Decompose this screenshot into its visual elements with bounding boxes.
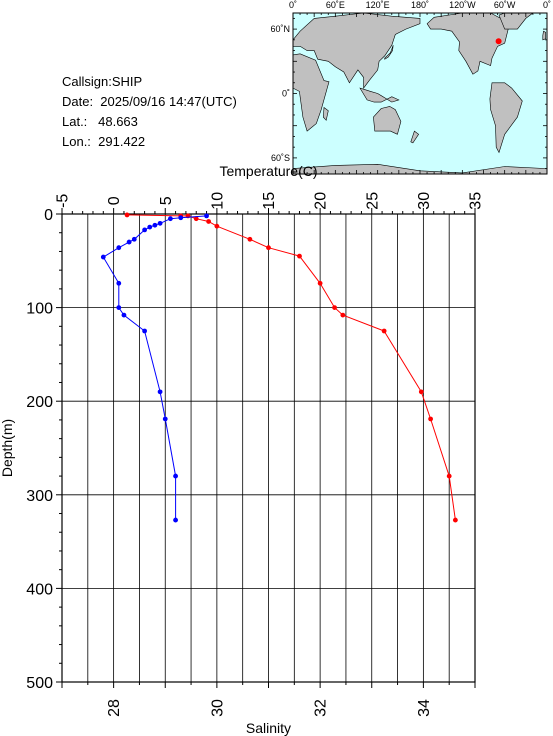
top-axis-tick-label: 35 [468, 192, 485, 210]
top-axis-title: Temperature(C) [219, 163, 317, 179]
landmass-shape [489, 82, 523, 154]
bottom-axis-title: Salinity [246, 720, 291, 736]
temperature-point [381, 328, 387, 334]
map-lon-label: 180˚ [411, 0, 429, 10]
salinity-point [131, 236, 137, 242]
left-axis-tick-label: 300 [26, 488, 53, 505]
salinity-point [152, 222, 158, 228]
callsign-text: Callsign:SHIP [62, 74, 143, 89]
temperature-point [452, 517, 458, 523]
map-lon-label: 60˚W [494, 0, 516, 10]
salinity-point [173, 473, 178, 479]
temperature-point [428, 416, 434, 422]
top-axis-tick-label: 15 [261, 192, 278, 210]
salinity-point [142, 227, 148, 233]
temperature-point [247, 236, 253, 242]
left-axis-tick-label: 0 [44, 207, 53, 224]
landmass-shape [322, 106, 329, 121]
salinity-point [142, 328, 148, 334]
top-axis-tick-label: 20 [313, 192, 330, 210]
landmass-shape [542, 30, 546, 41]
bottom-axis-ticks [61, 682, 476, 688]
top-axis-tick-label: 5 [158, 196, 175, 205]
temperature-point [297, 253, 302, 259]
latitude-text: Lat.: 48.663 [62, 114, 138, 129]
landmass-shape [292, 53, 330, 132]
temperature-point [418, 389, 424, 395]
map-lat-label: 0˚ [282, 89, 290, 99]
left-axis-title: Depth(m) [0, 419, 15, 477]
salinity-point [147, 224, 153, 230]
left-axis-tick-label: 200 [26, 394, 53, 411]
salinity-point [121, 312, 127, 318]
bottom-axis-tick-label: 32 [313, 699, 330, 717]
salinity-point [116, 305, 122, 310]
top-axis-tick-label: 30 [416, 192, 433, 210]
chart-grid [61, 213, 476, 683]
map-lat-label: 60˚S [271, 153, 290, 163]
temperature-point [124, 212, 130, 218]
bottom-axis-tick-label: 30 [209, 699, 226, 717]
salinity-point [100, 254, 106, 260]
landmass-shape [410, 130, 420, 144]
map-land [292, 12, 548, 175]
left-axis-tick-label: 400 [26, 581, 53, 598]
temperature-point [206, 219, 212, 224]
salinity-point [126, 239, 132, 245]
temperature-point [193, 216, 199, 222]
top-axis-tick-label: -5 [55, 194, 72, 208]
map-lon-label: 60˚E [326, 0, 345, 10]
temperature-point [446, 473, 452, 479]
left-axis-tick-label: 100 [26, 301, 53, 318]
salinity-point [162, 416, 168, 422]
map-lon-label: 0˚ [543, 0, 551, 10]
landmass-shape [426, 12, 509, 75]
left-axis-tick-label: 500 [26, 675, 53, 692]
bottom-axis-tick-label: 28 [106, 699, 123, 717]
map-lon-label: 120˚W [449, 0, 476, 10]
temperature-point [317, 280, 323, 286]
temperature-point [266, 245, 271, 251]
landmass-shape [384, 45, 394, 60]
temperature-point [332, 305, 337, 310]
top-axis-tick-label: 10 [209, 192, 226, 210]
salinity-point [116, 245, 122, 251]
station-marker [495, 38, 502, 45]
salinity-point [168, 216, 173, 222]
map-lon-label: 0˚ [289, 0, 297, 10]
top-axis-ticks [61, 208, 476, 214]
map-lon-label: 120˚E [366, 0, 390, 10]
salinity-point [204, 213, 209, 219]
salinity-point [178, 215, 184, 221]
longitude-text: Lon.: 291.422 [62, 134, 146, 149]
salinity-point [157, 389, 163, 395]
temperature-point [340, 312, 346, 318]
salinity-point [157, 220, 163, 226]
temperature-point [214, 223, 220, 229]
top-axis-tick-label: 0 [106, 196, 123, 205]
station-info: Callsign:SHIP Date: 2025/09/16 14:47(UTC… [62, 72, 237, 152]
map-ticks [292, 13, 548, 174]
top-axis-tick-label: 25 [364, 192, 381, 210]
map-lat-label: 60˚N [270, 24, 290, 34]
bottom-axis-tick-label: 34 [416, 699, 433, 717]
left-axis-ticks [56, 213, 62, 683]
salinity-point [116, 280, 122, 286]
landmass-shape [359, 87, 400, 103]
landmass-shape [373, 106, 402, 135]
date-text: Date: 2025/09/16 14:47(UTC) [62, 94, 237, 109]
salinity-point [173, 517, 178, 523]
